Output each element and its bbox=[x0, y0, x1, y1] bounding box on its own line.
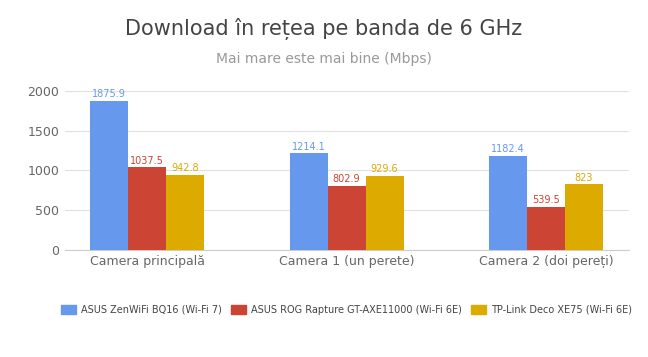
Bar bbox=[365, 176, 404, 250]
Text: 929.6: 929.6 bbox=[371, 164, 399, 174]
Text: Mai mare este mai bine (Mbps): Mai mare este mai bine (Mbps) bbox=[216, 52, 432, 66]
Legend: ASUS ZenWiFi BQ16 (Wi-Fi 7), ASUS ROG Rapture GT-AXE11000 (Wi-Fi 6E), TP-Link De: ASUS ZenWiFi BQ16 (Wi-Fi 7), ASUS ROG Ra… bbox=[58, 301, 636, 318]
Text: 942.8: 942.8 bbox=[171, 164, 199, 174]
Text: 539.5: 539.5 bbox=[532, 195, 560, 205]
Bar bbox=[527, 207, 565, 250]
Bar bbox=[128, 167, 166, 250]
Text: Download în rețea pe banda de 6 GHz: Download în rețea pe banda de 6 GHz bbox=[126, 18, 522, 40]
Text: 1214.1: 1214.1 bbox=[292, 142, 326, 152]
Text: 1182.4: 1182.4 bbox=[491, 144, 525, 154]
Text: 1875.9: 1875.9 bbox=[93, 89, 126, 99]
Text: 1037.5: 1037.5 bbox=[130, 156, 164, 166]
Text: 823: 823 bbox=[575, 173, 593, 183]
Bar bbox=[91, 101, 128, 250]
Bar bbox=[328, 186, 365, 250]
Bar bbox=[565, 185, 603, 250]
Text: 802.9: 802.9 bbox=[333, 175, 360, 185]
Bar bbox=[166, 175, 204, 250]
Bar bbox=[489, 156, 527, 250]
Bar bbox=[290, 154, 328, 250]
